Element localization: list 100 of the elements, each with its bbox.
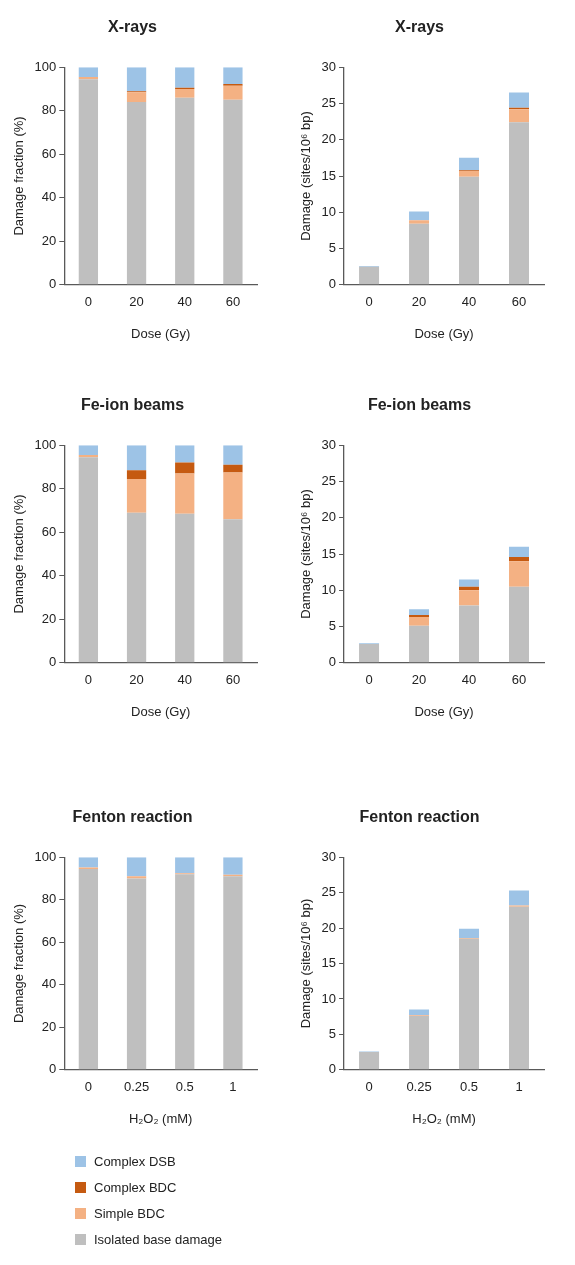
bar <box>459 157 480 171</box>
bar <box>509 92 529 108</box>
bar <box>509 561 529 587</box>
y-tick-label: 20 <box>321 131 337 147</box>
bar <box>409 223 430 285</box>
bar <box>409 617 430 626</box>
x-tick-label: 0.25 <box>406 1079 432 1095</box>
x-tick-label: 20 <box>129 294 144 310</box>
y-tick-label: 20 <box>41 1018 57 1034</box>
bar <box>175 473 195 514</box>
y-axis-title: Damage (sites/10⁶ bp) <box>298 111 314 241</box>
y-tick-label: 15 <box>321 167 337 183</box>
y-tick-label: 10 <box>321 581 337 597</box>
bar <box>359 266 380 285</box>
bar <box>223 85 243 100</box>
x-tick-label: 0 <box>365 1079 373 1095</box>
y-tick-label: 10 <box>321 203 337 219</box>
x-tick-label: 60 <box>511 672 527 688</box>
y-tick-label: 30 <box>321 58 337 74</box>
x-axis-title: H₂O₂ (mM) <box>412 1110 476 1126</box>
y-tick-label: 5 <box>328 618 337 634</box>
y-tick-label: 100 <box>34 436 57 452</box>
y-tick-label: 60 <box>41 523 57 539</box>
x-axis-title: Dose (Gy) <box>131 325 191 341</box>
bar <box>126 878 147 1070</box>
chart-title: Fenton reaction <box>359 808 480 826</box>
bar <box>223 99 243 285</box>
bar <box>175 97 195 285</box>
y-tick-label: 0 <box>328 654 337 670</box>
bar <box>509 546 529 557</box>
y-tick-label: 40 <box>41 189 57 205</box>
chart-title: Fe-ion beams <box>80 396 185 414</box>
bar <box>409 211 430 221</box>
y-tick-label: 10 <box>321 990 337 1006</box>
bar <box>126 857 147 877</box>
bar <box>126 512 147 663</box>
x-tick-label: 0 <box>84 294 92 310</box>
x-tick-label: 0 <box>84 672 92 688</box>
bar <box>409 220 430 224</box>
bar <box>175 445 195 463</box>
x-tick-label: 40 <box>177 294 192 310</box>
y-tick-label: 100 <box>34 58 57 74</box>
y-tick-label: 80 <box>41 102 57 118</box>
x-tick-label: 60 <box>225 672 241 688</box>
x-tick-label: 40 <box>177 672 192 688</box>
x-tick-label: 0 <box>365 294 373 310</box>
bar <box>126 876 147 879</box>
y-tick-label: 20 <box>321 509 337 525</box>
x-tick-label: 60 <box>511 294 527 310</box>
bar <box>175 513 195 663</box>
y-tick-label: 20 <box>41 610 57 626</box>
chart-title: Fenton reaction <box>72 808 193 826</box>
bar <box>359 1052 380 1070</box>
bar <box>223 464 243 473</box>
bar <box>459 176 480 285</box>
x-tick-label: 20 <box>129 672 144 688</box>
bar <box>509 556 529 562</box>
bar <box>223 519 243 663</box>
x-tick-label: 20 <box>411 294 427 310</box>
legend-label: Isolated base damage <box>94 1231 222 1247</box>
y-tick-label: 80 <box>41 480 57 496</box>
bar <box>459 579 480 587</box>
y-axis-title: Damage fraction (%) <box>11 116 27 236</box>
bar <box>223 445 243 465</box>
bar <box>78 445 99 455</box>
bar <box>509 906 529 1070</box>
y-tick-label: 5 <box>328 1025 337 1041</box>
bar <box>126 102 147 285</box>
bar <box>126 92 147 103</box>
y-tick-label: 5 <box>328 240 337 256</box>
bar <box>459 170 480 177</box>
y-tick-label: 15 <box>321 955 337 971</box>
x-tick-label: 0.5 <box>459 1079 479 1095</box>
y-tick-label: 100 <box>34 848 57 864</box>
bar <box>359 643 380 663</box>
bar <box>409 1009 430 1016</box>
y-tick-label: 15 <box>321 545 337 561</box>
y-tick-label: 0 <box>328 1061 337 1077</box>
bar <box>78 67 99 77</box>
x-tick-label: 40 <box>461 672 477 688</box>
x-tick-label: 40 <box>461 294 477 310</box>
bar <box>126 478 147 513</box>
y-tick-label: 25 <box>321 473 337 489</box>
bar <box>78 79 99 285</box>
bar <box>459 605 480 663</box>
y-axis-title: Damage fraction (%) <box>11 903 27 1024</box>
bar <box>409 609 430 615</box>
y-tick-label: 0 <box>49 1061 57 1077</box>
bar <box>126 67 147 92</box>
y-tick-label: 0 <box>49 654 57 670</box>
bar <box>409 614 430 618</box>
y-tick-label: 0 <box>49 276 57 292</box>
bar <box>223 472 243 520</box>
x-tick-label: 0.5 <box>175 1079 194 1095</box>
y-tick-label: 60 <box>41 145 57 161</box>
bar <box>126 445 147 471</box>
bar <box>509 890 529 906</box>
chart-title: X-rays <box>108 18 158 36</box>
bar <box>409 1015 430 1070</box>
y-tick-label: 40 <box>41 976 57 992</box>
